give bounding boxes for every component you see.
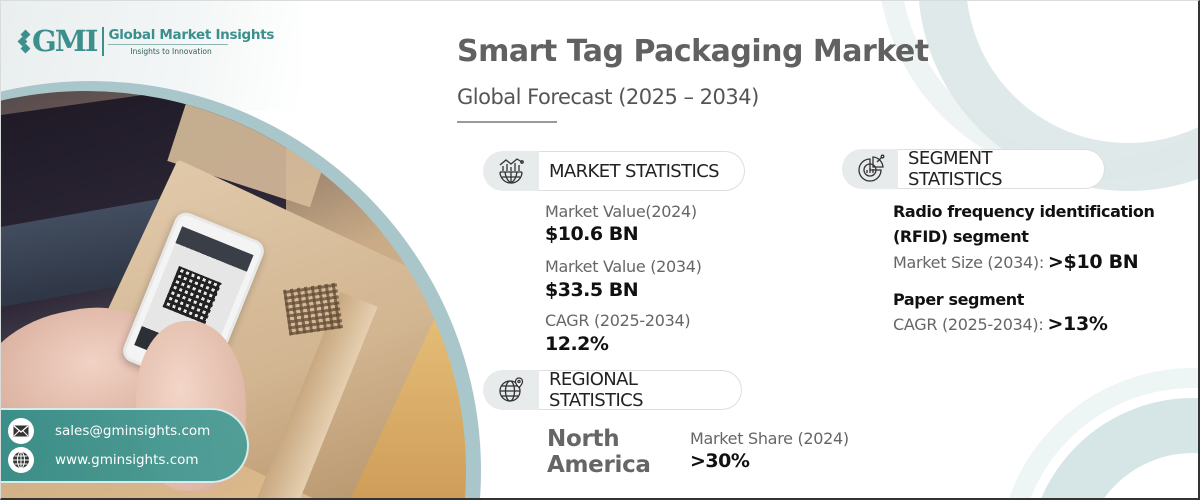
website-link[interactable]: www.gminsights.com xyxy=(55,452,199,468)
pie-chart-target-icon xyxy=(842,149,898,189)
region-name-line1: North xyxy=(547,426,620,452)
title-divider xyxy=(457,121,557,123)
page-title: Smart Tag Packaging Market xyxy=(457,34,929,69)
logo-mark: GMI xyxy=(17,24,98,58)
paper-cagr-label: CAGR (2025-2034): xyxy=(893,315,1044,334)
region-name: North America xyxy=(547,426,651,478)
cagr-label: CAGR (2025-2034) xyxy=(545,311,691,330)
logo-wordmark: Global Market Insights Insights to Innov… xyxy=(102,27,274,56)
diamond-icon xyxy=(17,29,31,53)
chart-globe-icon xyxy=(483,151,539,191)
contact-website[interactable]: www.gminsights.com xyxy=(8,447,199,473)
contact-panel: sales@gminsights.com www.gminsights.com xyxy=(1,408,249,483)
contact-email[interactable]: sales@gminsights.com xyxy=(8,418,210,444)
regional-statistics-title: REGIONAL STATISTICS xyxy=(539,369,742,411)
paper-cagr: CAGR (2025-2034): >13% xyxy=(893,313,1108,335)
rfid-segment-name-line1: Radio frequency identification xyxy=(893,202,1155,221)
rfid-market-size-value: >$10 BN xyxy=(1047,251,1139,273)
segment-statistics-header: SEGMENT STATISTICS xyxy=(842,148,1105,190)
rfid-market-size: Market Size (2034): >$10 BN xyxy=(893,251,1139,273)
box-qr-code xyxy=(283,282,343,336)
market-value-2034-label: Market Value (2034) xyxy=(545,257,702,276)
logo-tagline: Insights to Innovation xyxy=(130,47,212,56)
paper-segment-name: Paper segment xyxy=(893,290,1025,309)
market-statistics-title: MARKET STATISTICS xyxy=(539,151,745,191)
logo-divider xyxy=(108,44,229,45)
gmi-logo[interactable]: GMI Global Market Insights Insights to I… xyxy=(17,24,274,58)
logo-gmi-text: GMI xyxy=(32,24,98,58)
region-name-line2: America xyxy=(547,452,651,478)
globe-pin-icon xyxy=(483,370,539,410)
market-value-2024-value: $10.6 BN xyxy=(545,223,639,245)
market-value-2034-value: $33.5 BN xyxy=(545,279,639,301)
market-share-value: >30% xyxy=(690,450,750,472)
rfid-segment-name-line2: (RFID) segment xyxy=(893,227,1029,246)
market-statistics-header: MARKET STATISTICS xyxy=(483,151,745,191)
market-share-label: Market Share (2024) xyxy=(690,429,849,448)
regional-statistics-header: REGIONAL STATISTICS xyxy=(483,369,742,411)
logo-company-name: Global Market Insights xyxy=(108,27,275,43)
envelope-icon xyxy=(8,418,34,444)
rfid-segment-name: Radio frequency identification (RFID) se… xyxy=(893,199,1155,249)
email-link[interactable]: sales@gminsights.com xyxy=(55,423,211,439)
rfid-market-size-label: Market Size (2034): xyxy=(893,253,1044,272)
segment-statistics-title: SEGMENT STATISTICS xyxy=(898,148,1105,190)
market-value-2024-label: Market Value(2024) xyxy=(545,202,697,221)
page-subtitle: Global Forecast (2025 – 2034) xyxy=(457,85,759,109)
globe-icon xyxy=(8,447,34,473)
cagr-value: 12.2% xyxy=(545,333,609,355)
paper-cagr-value: >13% xyxy=(1047,313,1108,335)
